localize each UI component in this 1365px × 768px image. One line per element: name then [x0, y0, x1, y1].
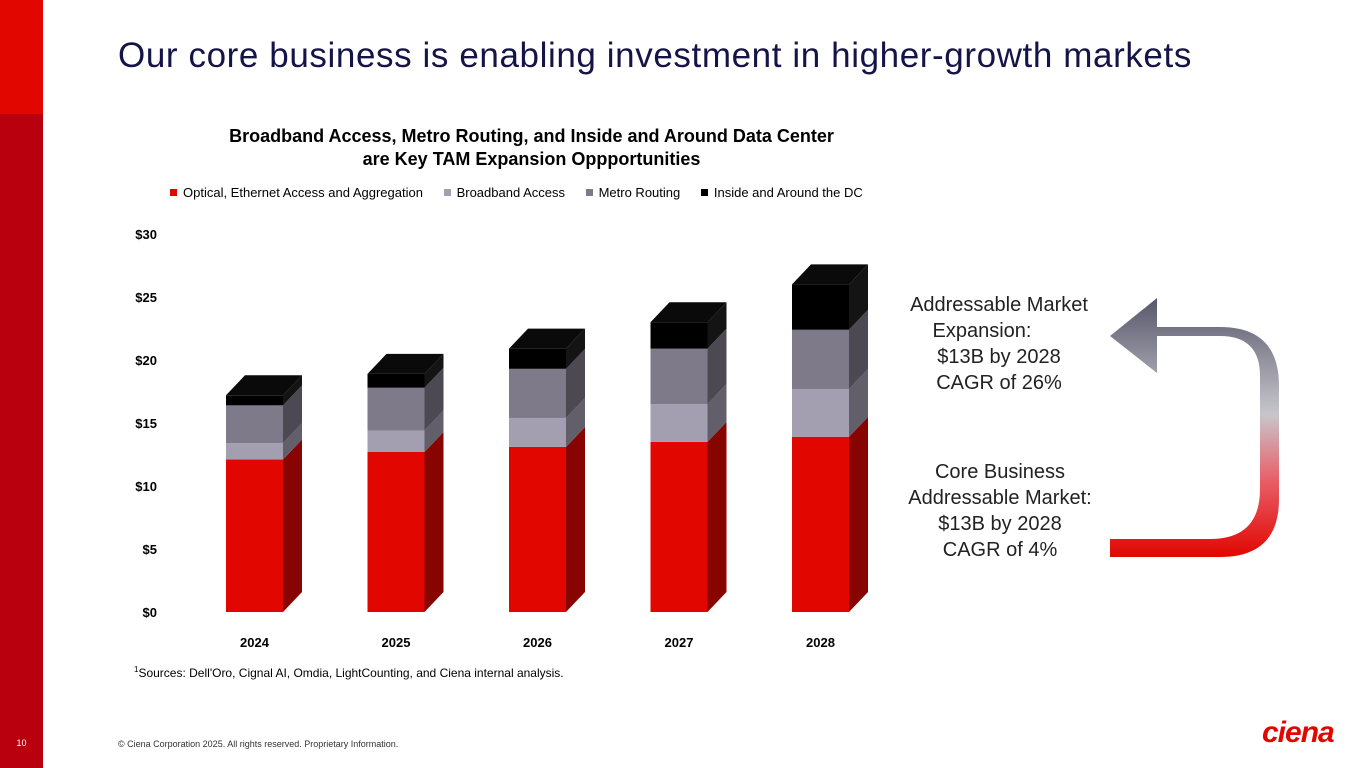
source-note: 1Sources: Dell'Oro, Cignal AI, Omdia, Li…	[134, 665, 564, 680]
legend-item-metro: Metro Routing	[585, 185, 681, 200]
bar-segment-side	[566, 348, 585, 418]
bar-segment-side	[283, 439, 302, 612]
bar-segment-front	[792, 329, 849, 389]
bar-segment-front	[509, 417, 566, 447]
bar-segment-side	[283, 423, 302, 460]
bar-segment-side	[707, 384, 727, 442]
source-footnote-marker: 1	[134, 665, 139, 674]
bar-segment-front	[226, 395, 283, 406]
expansion-line-4: CAGR of 26%	[936, 372, 1062, 394]
page-number: 10	[16, 738, 27, 748]
bar-segment-front	[367, 451, 425, 612]
bar-segment-front	[226, 459, 283, 612]
chart-title: Broadband Access, Metro Routing, and Ins…	[160, 125, 903, 171]
bar-segment-side	[849, 309, 868, 389]
bar-segment-side	[283, 385, 302, 444]
x-tick-label: 2024	[240, 635, 270, 650]
y-axis: $0 $5 $10 $15 $20 $25 $30	[135, 227, 157, 620]
bar-segment-side	[283, 375, 302, 406]
y-tick-label: $25	[135, 290, 157, 305]
chart-title-line-1: Broadband Access, Metro Routing, and Ins…	[229, 126, 834, 146]
sidebar-accent	[0, 0, 43, 114]
bar-segment-front	[226, 405, 283, 444]
bar-segment-top	[367, 353, 444, 374]
legend-item-dc: Inside and Around the DC	[700, 185, 863, 200]
chart-title-line-2: are Key TAM Expansion Oppportunities	[362, 149, 701, 169]
bar-segment-front	[509, 368, 566, 418]
bar-segment-front	[792, 388, 849, 437]
bar-segment-side	[707, 328, 727, 405]
core-line-1: Core Business	[934, 461, 1066, 483]
slide-title: Our core business is enabling investment…	[118, 36, 1192, 75]
core-line-4: CAGR of 4%	[942, 539, 1058, 561]
x-tick-label: 2026	[523, 635, 552, 650]
y-tick-label: $10	[135, 479, 157, 494]
expansion-arrow-icon	[1110, 298, 1279, 557]
legend-swatch-optical	[170, 189, 177, 196]
legend-swatch-metro	[585, 189, 593, 196]
bar-segment-side	[849, 264, 868, 330]
bar-segment-side	[849, 416, 868, 612]
bar-segment-front	[792, 284, 849, 330]
bar-segment-top	[792, 264, 868, 285]
bar-segment-side	[849, 368, 868, 437]
bar-segment-side	[424, 431, 444, 612]
legend-item-broadband: Broadband Access	[443, 185, 565, 200]
bar-segment-side	[424, 410, 444, 452]
bar-segment-front	[509, 446, 566, 612]
source-text: Sources: Dell'Oro, Cignal AI, Omdia, Lig…	[138, 666, 564, 680]
core-annotation: Core Business Addressable Market: $13B b…	[885, 459, 1115, 563]
bar-segment-front	[226, 443, 283, 460]
bar-segment-side	[566, 426, 585, 612]
bar-segment-front	[650, 322, 708, 349]
sidebar-bar	[0, 0, 43, 768]
legend-label-dc: Inside and Around the DC	[713, 185, 863, 200]
bar-segment-top	[509, 328, 585, 349]
bar-segment-side	[707, 421, 727, 612]
bar-segment-front	[650, 404, 708, 442]
core-line-2: Addressable Market:	[908, 487, 1092, 509]
y-tick-label: $0	[143, 605, 157, 620]
copyright-text: © Ciena Corporation 2025. All rights res…	[118, 739, 399, 749]
bar-segment-front	[509, 348, 566, 369]
y-tick-label: $20	[135, 353, 157, 368]
y-tick-label: $30	[135, 227, 157, 242]
bar-segment-side	[707, 302, 727, 349]
bar-segment-front	[650, 441, 708, 612]
chart-legend: Optical, Ethernet Access and Aggregation…	[170, 185, 880, 201]
core-line-3: $13B by 2028	[938, 513, 1062, 535]
bar-segment-top	[650, 302, 727, 323]
legend-label-optical: Optical, Ethernet Access and Aggregation	[183, 185, 423, 200]
bar-segment-front	[367, 387, 425, 431]
x-tick-label: 2028	[806, 635, 835, 650]
ciena-logo: ciena	[1262, 716, 1335, 749]
legend-item-optical: Optical, Ethernet Access and Aggregation	[170, 185, 423, 200]
bar-segment-front	[367, 430, 425, 452]
y-tick-label: $15	[135, 416, 157, 431]
x-tick-label: 2025	[382, 635, 411, 650]
bars	[226, 264, 868, 612]
bar-segment-side	[424, 353, 444, 388]
legend-swatch-broadband	[443, 189, 451, 196]
legend-swatch-dc	[700, 189, 708, 196]
legend-label-broadband: Broadband Access	[456, 185, 565, 200]
y-tick-label: $5	[143, 542, 157, 557]
expansion-annotation: Addressable Market Expansion: $13B by 20…	[884, 292, 1114, 396]
bar-segment-front	[367, 373, 425, 388]
bar-segment-front	[792, 436, 849, 612]
x-tick-label: 2027	[665, 635, 694, 650]
expansion-line-1: Addressable Market	[910, 294, 1088, 316]
expansion-line-2: Expansion:	[932, 320, 1032, 342]
legend-label-metro: Metro Routing	[598, 185, 681, 200]
bar-segment-top	[226, 375, 302, 396]
bar-segment-side	[566, 397, 585, 447]
expansion-line-3: $13B by 2028	[937, 346, 1061, 368]
bar-segment-side	[566, 328, 585, 369]
x-axis: 2024 2025 2026 2027 2028	[240, 635, 835, 650]
bar-segment-side	[424, 367, 444, 431]
bar-segment-front	[650, 348, 708, 405]
